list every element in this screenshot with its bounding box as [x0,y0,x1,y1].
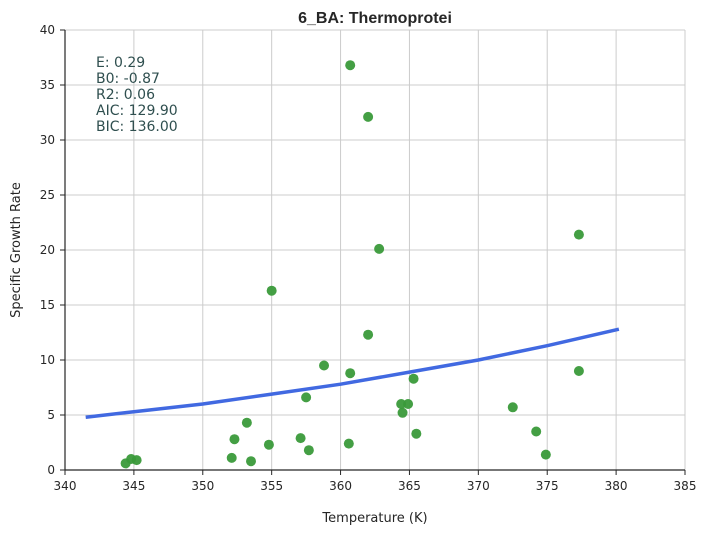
data-point [363,111,374,122]
x-axis: 340 345 350 355 360 365 370 375 380 385 [54,470,697,493]
chart-title: 6_BA: Thermoprotei [298,10,452,27]
data-point [226,452,237,463]
data-points [120,60,584,469]
data-point [507,402,518,413]
data-point [408,373,419,384]
x-axis-label: Temperature (K) [321,511,427,526]
x-tick-label: 350 [191,479,214,493]
data-point [301,392,312,403]
data-point [131,455,142,466]
data-point [531,426,542,437]
data-point [540,449,551,460]
data-point [246,456,256,467]
data-point [573,366,584,376]
data-point [411,428,422,439]
y-tick-label: 0 [47,463,55,477]
y-tick-label: 25 [40,188,55,202]
fit-line [85,327,620,419]
y-tick-label: 15 [40,298,55,312]
data-point [229,434,240,445]
data-point [241,417,252,428]
y-tick-label: 30 [40,133,55,147]
x-tick-label: 370 [467,479,490,493]
stat-label: R2: 0.06 [96,87,155,103]
x-tick-label: 340 [54,479,77,493]
x-tick-label: 380 [605,479,628,493]
stat-label: BIC: 136.00 [96,119,178,135]
data-point [345,368,356,379]
x-tick-label: 360 [329,479,352,493]
data-point [363,329,374,340]
stat-label: E: 0.29 [96,55,145,71]
y-tick-label: 10 [40,353,55,367]
stat-label: AIC: 129.90 [96,103,178,119]
y-tick-label: 35 [40,78,55,92]
data-point [396,399,407,409]
y-tick-label: 20 [40,243,55,257]
data-point [263,439,274,450]
x-tick-label: 345 [122,479,145,493]
data-point [573,229,584,240]
x-tick-label: 355 [260,479,283,493]
data-point [345,60,356,71]
y-axis-label: Specific Growth Rate [9,182,24,318]
y-tick-label: 5 [47,408,55,422]
data-point [374,243,385,254]
data-point [343,438,354,449]
data-point [403,399,414,409]
data-point [397,407,408,418]
data-point [295,433,306,444]
y-axis: 0 5 10 15 20 25 30 35 40 [40,23,65,477]
data-point [319,360,330,371]
x-tick-label: 385 [674,479,697,493]
y-tick-label: 40 [40,23,55,37]
x-tick-label: 375 [536,479,559,493]
stat-label: B0: -0.87 [96,71,160,87]
data-point [266,285,277,296]
x-tick-label: 365 [398,479,421,493]
data-point [303,445,314,456]
